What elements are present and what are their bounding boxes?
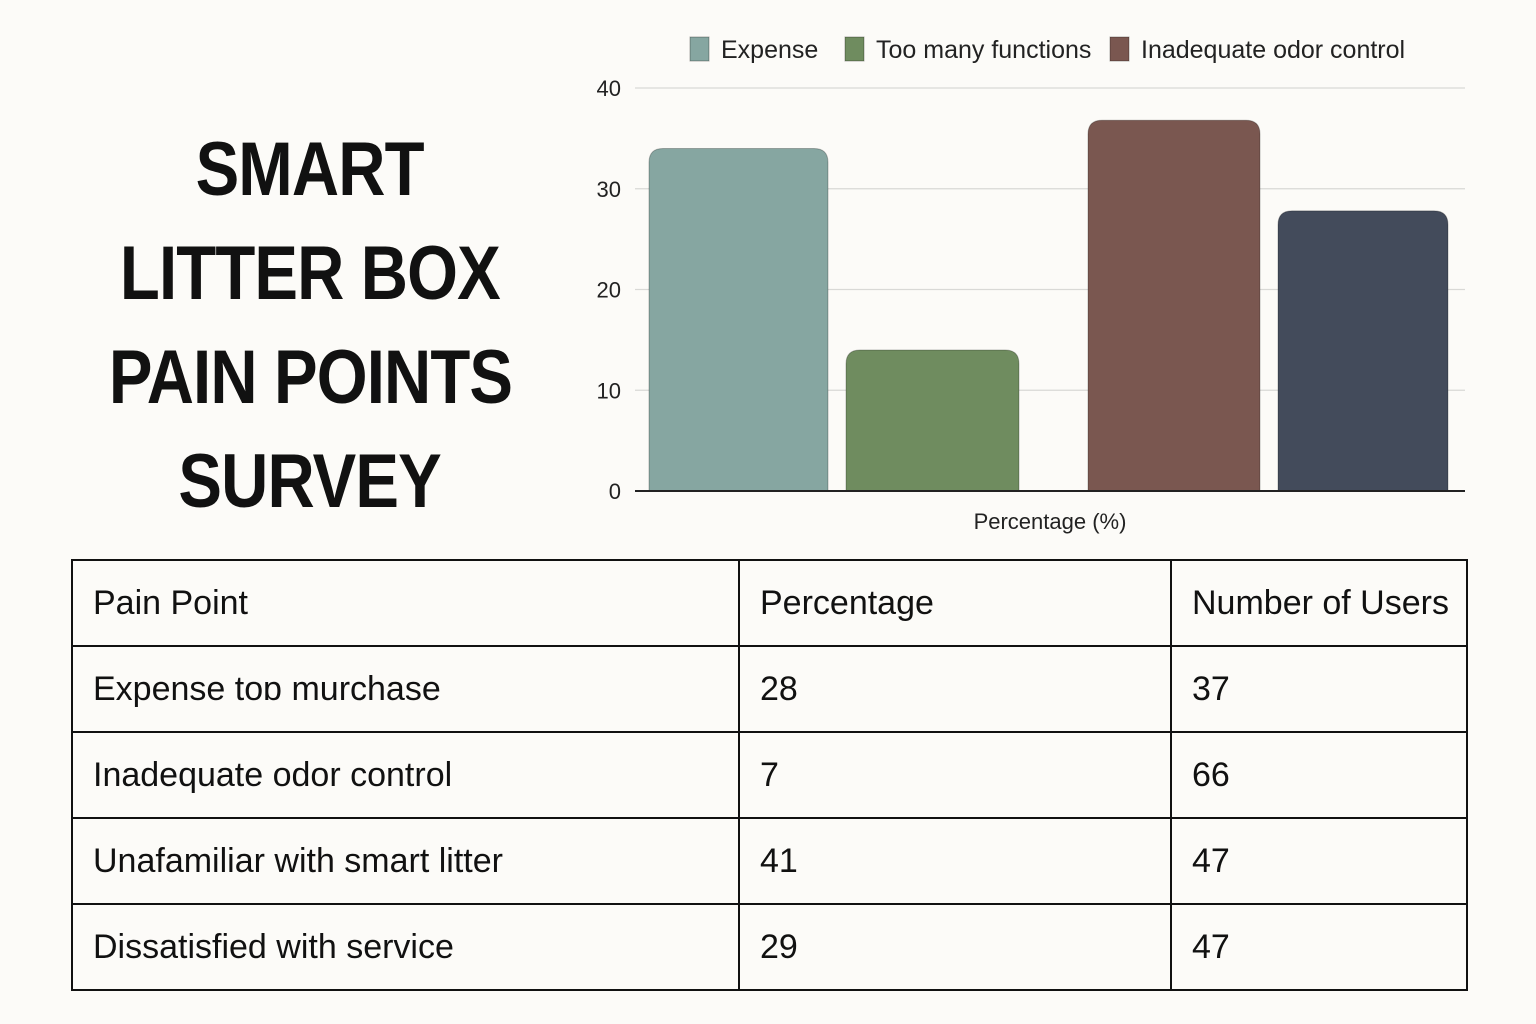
table-row: Expense toɒ murchase 28 37 (71, 645, 1468, 733)
y-axis-ticks: 0 10 20 30 40 (597, 76, 621, 504)
table-cell: 29 (738, 903, 1172, 991)
table-header-cell: Percentage (738, 559, 1172, 647)
y-tick-label: 10 (597, 378, 621, 403)
legend-swatch (844, 36, 865, 62)
y-tick-label: 20 (597, 278, 621, 303)
bar (1277, 210, 1449, 492)
bar (648, 147, 829, 492)
table-cell: 47 (1170, 817, 1468, 905)
legend-swatch (1109, 36, 1130, 62)
title-line: LITTER BOX (120, 231, 501, 316)
bar-chart: Expense Too many functions Inadequate odor… (580, 20, 1480, 550)
bar-chart-svg: Expense Too many functions Inadequate odor… (597, 36, 1465, 534)
table-cell: Expense toɒ murchase (71, 645, 740, 733)
table-cell: Dissatisfied with service (71, 903, 740, 991)
table-cell: 28 (738, 645, 1172, 733)
chart-legend: Expense Too many functions Inadequate odor… (689, 36, 1405, 64)
table-cell: Inadequate odor control (71, 731, 740, 819)
page-title: SMART LITTER BOX PAIN POINTS SURVEY (60, 118, 560, 528)
legend-label: Too many functions (876, 36, 1091, 64)
chart-bars (648, 119, 1449, 492)
table-header-cell: Number of Users (1170, 559, 1468, 647)
table-cell: 41 (738, 817, 1172, 905)
bar (1087, 119, 1261, 492)
table-header-row: Pain Point Percentage Number of Users (71, 559, 1468, 647)
y-tick-label: 0 (609, 479, 621, 504)
title-line: SURVEY (178, 439, 442, 524)
legend-label: Inadequate odor control (1141, 36, 1405, 64)
x-axis-label: Percentage (%) (974, 509, 1127, 534)
bar (845, 349, 1020, 492)
table-cell: Unafamiliar with smart litter (71, 817, 740, 905)
y-tick-label: 40 (597, 76, 621, 101)
y-tick-label: 30 (597, 177, 621, 202)
legend-swatch (689, 36, 710, 62)
table-cell: 37 (1170, 645, 1468, 733)
table-row: Dissatisfied with service 29 47 (71, 903, 1468, 991)
legend-label: Expense (721, 36, 818, 64)
table-row: Inadequate odor control 7 66 (71, 731, 1468, 819)
title-line: SMART (195, 127, 425, 212)
table-header-cell: Pain Point (71, 559, 740, 647)
table-cell: 7 (738, 731, 1172, 819)
data-table: Pain Point Percentage Number of Users Ex… (71, 559, 1468, 991)
pain-points-table: Pain Point Percentage Number of Users Ex… (71, 559, 1468, 991)
table-cell: 66 (1170, 731, 1468, 819)
table-cell: 47 (1170, 903, 1468, 991)
title-line: PAIN POINTS (108, 335, 512, 420)
table-row: Unafamiliar with smart litter 41 47 (71, 817, 1468, 905)
